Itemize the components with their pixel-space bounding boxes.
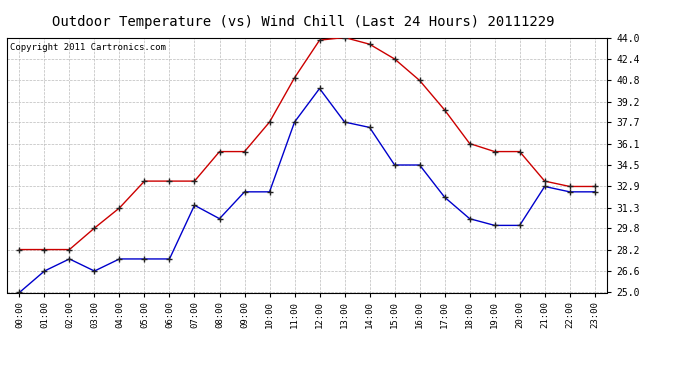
Text: Outdoor Temperature (vs) Wind Chill (Last 24 Hours) 20111229: Outdoor Temperature (vs) Wind Chill (Las… bbox=[52, 15, 555, 29]
Text: Copyright 2011 Cartronics.com: Copyright 2011 Cartronics.com bbox=[10, 43, 166, 52]
